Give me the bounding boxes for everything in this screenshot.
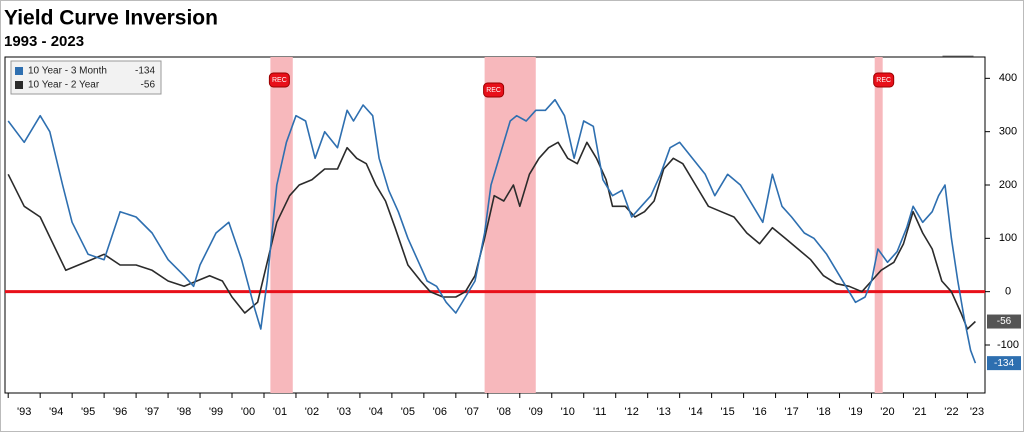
x-tick-label: '95 (81, 406, 95, 418)
x-tick-label: '10 (561, 406, 575, 418)
y-tick-label: -100 (997, 339, 1019, 351)
series-line (7, 141, 976, 330)
x-tick-label: '19 (848, 406, 862, 418)
recession-band (270, 57, 293, 393)
x-tick-label: '93 (17, 406, 31, 418)
legend (10, 60, 162, 95)
last-value-label: -56 (997, 316, 1012, 327)
recession-label: REC (876, 77, 891, 84)
x-tick-label: '17 (784, 406, 798, 418)
legend-label: 10 Year - 3 Month (28, 66, 107, 77)
x-tick-label: '94 (49, 406, 63, 418)
x-tick-label: '18 (816, 406, 830, 418)
x-tick-label: '01 (273, 406, 287, 418)
y-tick-label: 0 (1005, 286, 1011, 298)
x-tick-label: '22 (944, 406, 958, 418)
legend-swatch (15, 81, 23, 89)
x-tick-label: '02 (305, 406, 319, 418)
series-line (7, 98, 977, 364)
recession-label: REC (486, 87, 501, 94)
recession-marker (483, 82, 505, 98)
legend-label: 10 Year - 2 Year (28, 80, 100, 91)
x-tick-label: '14 (688, 406, 702, 418)
x-tick-label: '07 (465, 406, 479, 418)
x-tick-label: '04 (369, 406, 383, 418)
last-value-tag (987, 356, 1021, 371)
recession-label: REC (272, 77, 287, 84)
recession-marker (268, 72, 290, 88)
x-tick-label: '16 (752, 406, 766, 418)
x-tick-label: '96 (113, 406, 127, 418)
x-tick-label: '09 (529, 406, 543, 418)
recession-band (874, 57, 883, 393)
y-tick-label: 400 (999, 72, 1017, 84)
x-tick-label: '98 (177, 406, 191, 418)
y-tick-label: 300 (999, 126, 1017, 138)
x-tick-label: '15 (720, 406, 734, 418)
x-tick-label: '21 (912, 406, 926, 418)
recession-band (484, 57, 536, 393)
legend-value: -56 (141, 80, 156, 91)
x-tick-label: '13 (656, 406, 670, 418)
legend-swatch (15, 67, 23, 75)
recession-marker (873, 72, 895, 88)
x-tick-label: '97 (145, 406, 159, 418)
y-tick-label: 200 (999, 179, 1017, 191)
x-tick-label: '11 (593, 406, 607, 418)
chart-title: Yield Curve Inversion (4, 7, 218, 30)
x-tick-label: '00 (241, 406, 255, 418)
x-tick-label: '08 (497, 406, 511, 418)
last-value-label: -134 (994, 358, 1014, 369)
last-value-tag (987, 314, 1021, 329)
x-tick-label: '05 (401, 406, 415, 418)
x-tick-label: '99 (209, 406, 223, 418)
x-tick-label: '20 (880, 406, 894, 418)
x-tick-label: '06 (433, 406, 447, 418)
legend-value: -134 (135, 66, 155, 77)
y-tick-label: 100 (999, 232, 1017, 244)
x-tick-label: '12 (625, 406, 639, 418)
x-tick-label: '03 (337, 406, 351, 418)
chart-subtitle: 1993 - 2023 (4, 33, 84, 50)
x-tick-label: '23 (970, 406, 984, 418)
